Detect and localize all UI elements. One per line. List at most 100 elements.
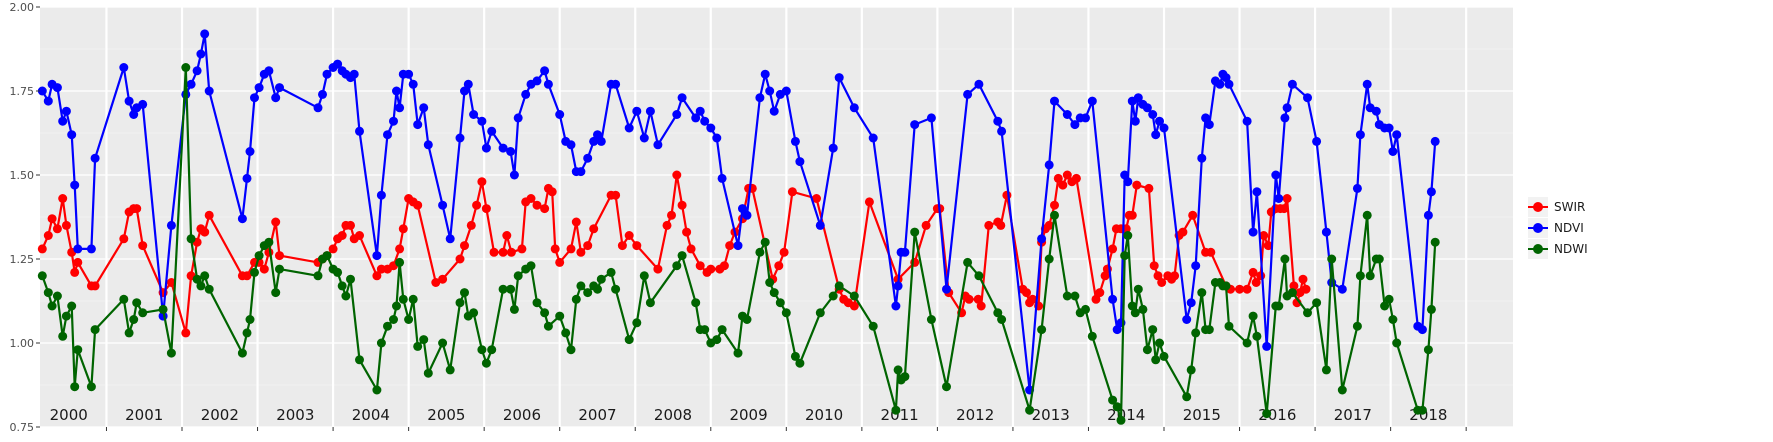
data-point-ndvi [513,113,523,123]
data-point-ndwi [576,281,586,291]
data-point-ndwi [1133,284,1143,294]
legend-item-ndvi: NDVI [1528,218,1584,238]
data-point-ndwi [1062,291,1072,301]
data-point-ndvi [1392,130,1402,140]
data-point-swir [1022,288,1031,298]
data-point-ndvi [717,173,727,183]
data-point-swir [43,231,53,240]
data-point-swir [1242,284,1252,294]
data-point-swir [589,224,599,234]
data-point-ndwi [815,308,825,318]
data-point-ndwi [395,257,405,267]
data-point-swir [1071,173,1081,183]
data-point-swir [1058,180,1068,190]
data-point-swir [1095,288,1105,298]
data-point-ndvi [275,83,284,93]
data-point-ndvi [974,79,984,89]
data-point-ndvi [733,241,743,251]
data-point-ndvi [200,29,210,39]
data-point-ndwi [237,348,247,358]
data-point-ndwi [543,321,553,331]
data-point-ndvi [196,49,206,59]
data-point-ndwi [37,271,47,281]
data-point-ndwi [712,335,722,345]
data-point-ndvi [1423,210,1433,220]
data-point-ndvi [540,66,550,76]
data-point-ndvi [1182,315,1192,324]
data-point-ndvi [738,204,747,214]
data-point-swir [526,194,536,203]
data-point-swir [372,271,382,281]
data-point-ndvi [455,133,465,143]
data-point-swir [706,264,716,274]
data-point-ndwi [1392,338,1402,348]
data-point-ndvi [624,123,634,133]
data-point-ndwi [1182,392,1192,402]
data-point-swir [1206,247,1216,257]
data-point-swir [1157,278,1167,287]
data-point-ndvi [1282,103,1292,113]
data-point-ndwi [333,267,343,277]
data-point-swir [1108,244,1118,254]
data-point-ndwi [1423,345,1433,355]
data-point-ndvi [1312,136,1322,146]
data-point-ndvi [1108,294,1118,304]
data-point-swir [611,190,621,200]
data-point-ndvi [355,126,364,136]
data-point-ndwi [242,328,252,338]
data-point-ndwi [1221,281,1231,291]
data-point-ndwi [166,348,176,358]
data-point-swir [550,244,560,254]
data-point-ndwi [1303,308,1312,318]
data-point-ndvi [124,96,134,106]
data-point-ndvi [566,140,576,150]
data-point-ndvi [395,103,405,113]
data-point-swir [617,241,627,251]
data-point-ndwi [477,345,487,355]
data-point-ndwi [672,261,682,271]
data-point-ndvi [487,126,497,136]
series-ndvi [37,29,1440,395]
data-point-ndvi [1044,160,1054,170]
data-point-ndvi [910,120,920,130]
data-point-ndwi [47,301,57,311]
data-point-ndwi [742,315,752,324]
data-point-ndvi [372,251,382,261]
data-point-ndvi [1224,79,1234,89]
year-label: 2005 [427,406,465,424]
data-point-ndwi [460,288,469,298]
year-label: 2014 [1107,406,1145,424]
data-point-ndwi [769,288,779,298]
data-point-ndvi [186,79,196,89]
data-point-ndvi [438,200,448,210]
data-point-ndwi [1191,328,1201,338]
data-point-ndvi [1337,284,1347,294]
data-point-swir [1282,194,1292,203]
data-point-ndvi [349,69,359,79]
data-point-ndwi [926,315,936,324]
data-point-swir [1263,241,1273,251]
data-point-ndwi [509,304,519,314]
data-point-swir [119,234,129,244]
data-point-ndwi [404,315,414,324]
y-tick-label: 1.75 [10,85,35,98]
data-point-ndvi [1271,170,1281,180]
data-point-ndvi [498,143,508,153]
data-point-ndwi [645,298,655,308]
data-point-ndvi [1142,103,1152,113]
data-point-ndvi [997,126,1007,136]
data-point-ndwi [408,294,418,304]
data-point-ndwi [849,291,859,301]
data-point-ndwi [413,341,423,351]
data-point-ndvi [742,210,752,220]
data-point-swir [973,294,983,304]
legend-label-ndwi: NDWI [1554,242,1588,256]
data-point-swir [90,281,100,291]
data-point-ndvi [1148,110,1158,119]
data-point-ndvi [963,89,973,99]
data-point-swir [682,227,692,237]
data-point-ndwi [313,271,323,281]
data-point-ndvi [576,167,586,177]
data-point-ndwi [733,348,743,358]
data-point-ndwi [910,227,920,237]
